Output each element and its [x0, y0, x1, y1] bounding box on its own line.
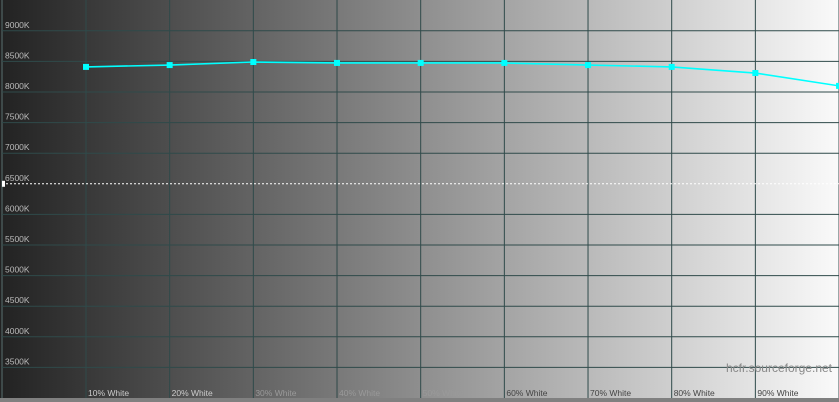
y-tick-label: 7000K	[5, 142, 30, 152]
bottom-tab-strip	[0, 398, 839, 402]
x-tick-label: 50% White	[423, 388, 464, 398]
y-tick-label: 5000K	[5, 265, 30, 275]
y-tick-label: 4500K	[5, 295, 30, 305]
data-point	[334, 59, 341, 66]
x-tick-label: 30% White	[255, 388, 296, 398]
series-line	[85, 61, 839, 87]
y-tick-label: 4000K	[5, 326, 30, 336]
y-tick-label: 8000K	[5, 81, 30, 91]
data-point	[417, 59, 424, 66]
data-point	[250, 59, 257, 66]
x-tick-label: 90% White	[757, 388, 798, 398]
data-point	[836, 82, 839, 89]
data-point	[83, 63, 89, 70]
data-point	[585, 62, 592, 69]
x-tick-label: 10% White	[88, 388, 129, 398]
data-point	[752, 70, 759, 77]
x-tick-label: 60% White	[506, 388, 547, 398]
y-tick-label: 6000K	[5, 203, 30, 213]
watermark: hcfr.sourceforge.net	[726, 361, 833, 375]
data-point	[501, 59, 508, 66]
y-tick-label: 7500K	[5, 112, 30, 122]
data-point	[668, 63, 675, 70]
x-tick-label: 40% White	[339, 388, 380, 398]
y-tick-label: 5500K	[5, 234, 30, 244]
y-tick-label: 6500K	[5, 173, 30, 183]
data-point	[166, 62, 173, 69]
x-tick-label: 20% White	[172, 388, 213, 398]
y-tick-label: 9000K	[5, 20, 30, 30]
y-tick-label: 3500K	[5, 356, 30, 366]
x-tick-label: 80% White	[674, 388, 715, 398]
y-tick-label: 8500K	[5, 50, 30, 60]
x-tick-label: 70% White	[590, 388, 631, 398]
